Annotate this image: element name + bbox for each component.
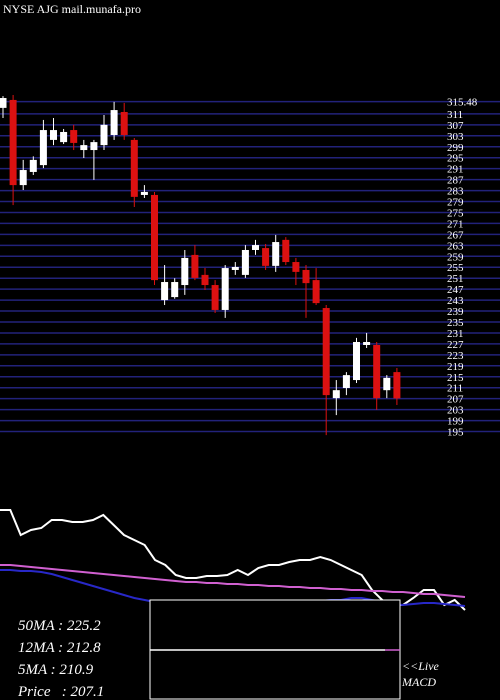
stat: 12MA : 212.8 [18,640,101,656]
candle-body [140,191,148,195]
candle-body [0,98,7,108]
y-tick-label: 271 [447,218,464,230]
y-tick-label: 207 [447,394,464,406]
candle-body [80,145,88,151]
candle-body [393,372,401,399]
stat: 50MA : 225.2 [18,618,101,634]
y-tick-label: 247 [447,284,464,296]
candle-body [9,99,17,186]
candle-body [322,308,330,396]
stat: 5MA : 210.9 [18,662,94,678]
y-tick-label: 199 [447,416,464,428]
candle-body [231,266,239,270]
y-tick-label: 251 [447,273,464,285]
candle-body [211,285,219,310]
y-tick-label: 315.48 [447,97,478,109]
y-tick-label: 219 [447,361,464,373]
y-tick-label: 235 [447,317,464,329]
y-tick-label: 307 [447,120,464,132]
y-tick-label: 215 [447,372,464,384]
y-tick-label: 255 [447,262,464,274]
y-tick-label: 259 [447,251,464,263]
y-tick-label: 267 [447,229,464,241]
candle-body [252,245,259,250]
candle-body [120,111,128,135]
candle-body [302,269,310,284]
macd-label: MACD [401,675,436,689]
candle-body [181,257,189,286]
y-tick-label: 279 [447,197,464,209]
candle-body [100,124,108,146]
candle-body [292,262,300,272]
candle-body [130,139,138,197]
candle-body [241,249,249,275]
candle-body [191,254,199,278]
y-tick-label: 203 [447,405,464,417]
candle-body [60,131,68,143]
candle-body [373,345,381,399]
y-tick-label: 211 [447,383,463,395]
y-tick-label: 239 [447,306,464,318]
candle-body [353,341,360,381]
y-tick-label: 195 [447,427,464,439]
candle-body [221,268,229,310]
candle-body [70,130,78,143]
candle-body [161,282,169,301]
candle-body [90,142,98,151]
y-tick-label: 227 [447,339,464,351]
candle-body [19,170,27,186]
y-tick-label: 223 [447,350,464,362]
candle-body [29,159,37,172]
live-link: <<Live [402,659,440,673]
candle-body [332,390,340,399]
y-tick-label: 295 [447,153,464,165]
chart-title: NYSE AJG mail.munafa.pro [3,2,141,16]
y-tick-label: 311 [447,109,463,121]
y-tick-label: 283 [447,186,464,198]
y-tick-label: 287 [447,175,464,187]
candles [0,95,401,436]
candle-body [383,377,391,391]
candle-body [262,248,270,266]
y-tick-label: 263 [447,240,464,252]
y-tick-label: 275 [447,207,464,219]
candle-body [342,375,350,388]
candle-body [171,282,179,298]
candle-body [272,242,280,266]
y-tick-label: 291 [447,164,464,176]
y-tick-label: 243 [447,295,464,307]
stat: Price : 207.1 [17,684,104,700]
candle-body [312,280,320,304]
candle-body [363,341,371,345]
candle-body [151,194,158,281]
indicator-line [0,564,466,598]
y-tick-label: 303 [447,131,464,143]
candle-body [50,130,57,140]
candle-body [282,239,290,263]
y-tick-label: 299 [447,142,464,154]
candle-body [201,274,209,286]
y-tick-label: 231 [447,328,464,340]
candle-body [110,110,118,135]
candle-body [39,130,47,166]
